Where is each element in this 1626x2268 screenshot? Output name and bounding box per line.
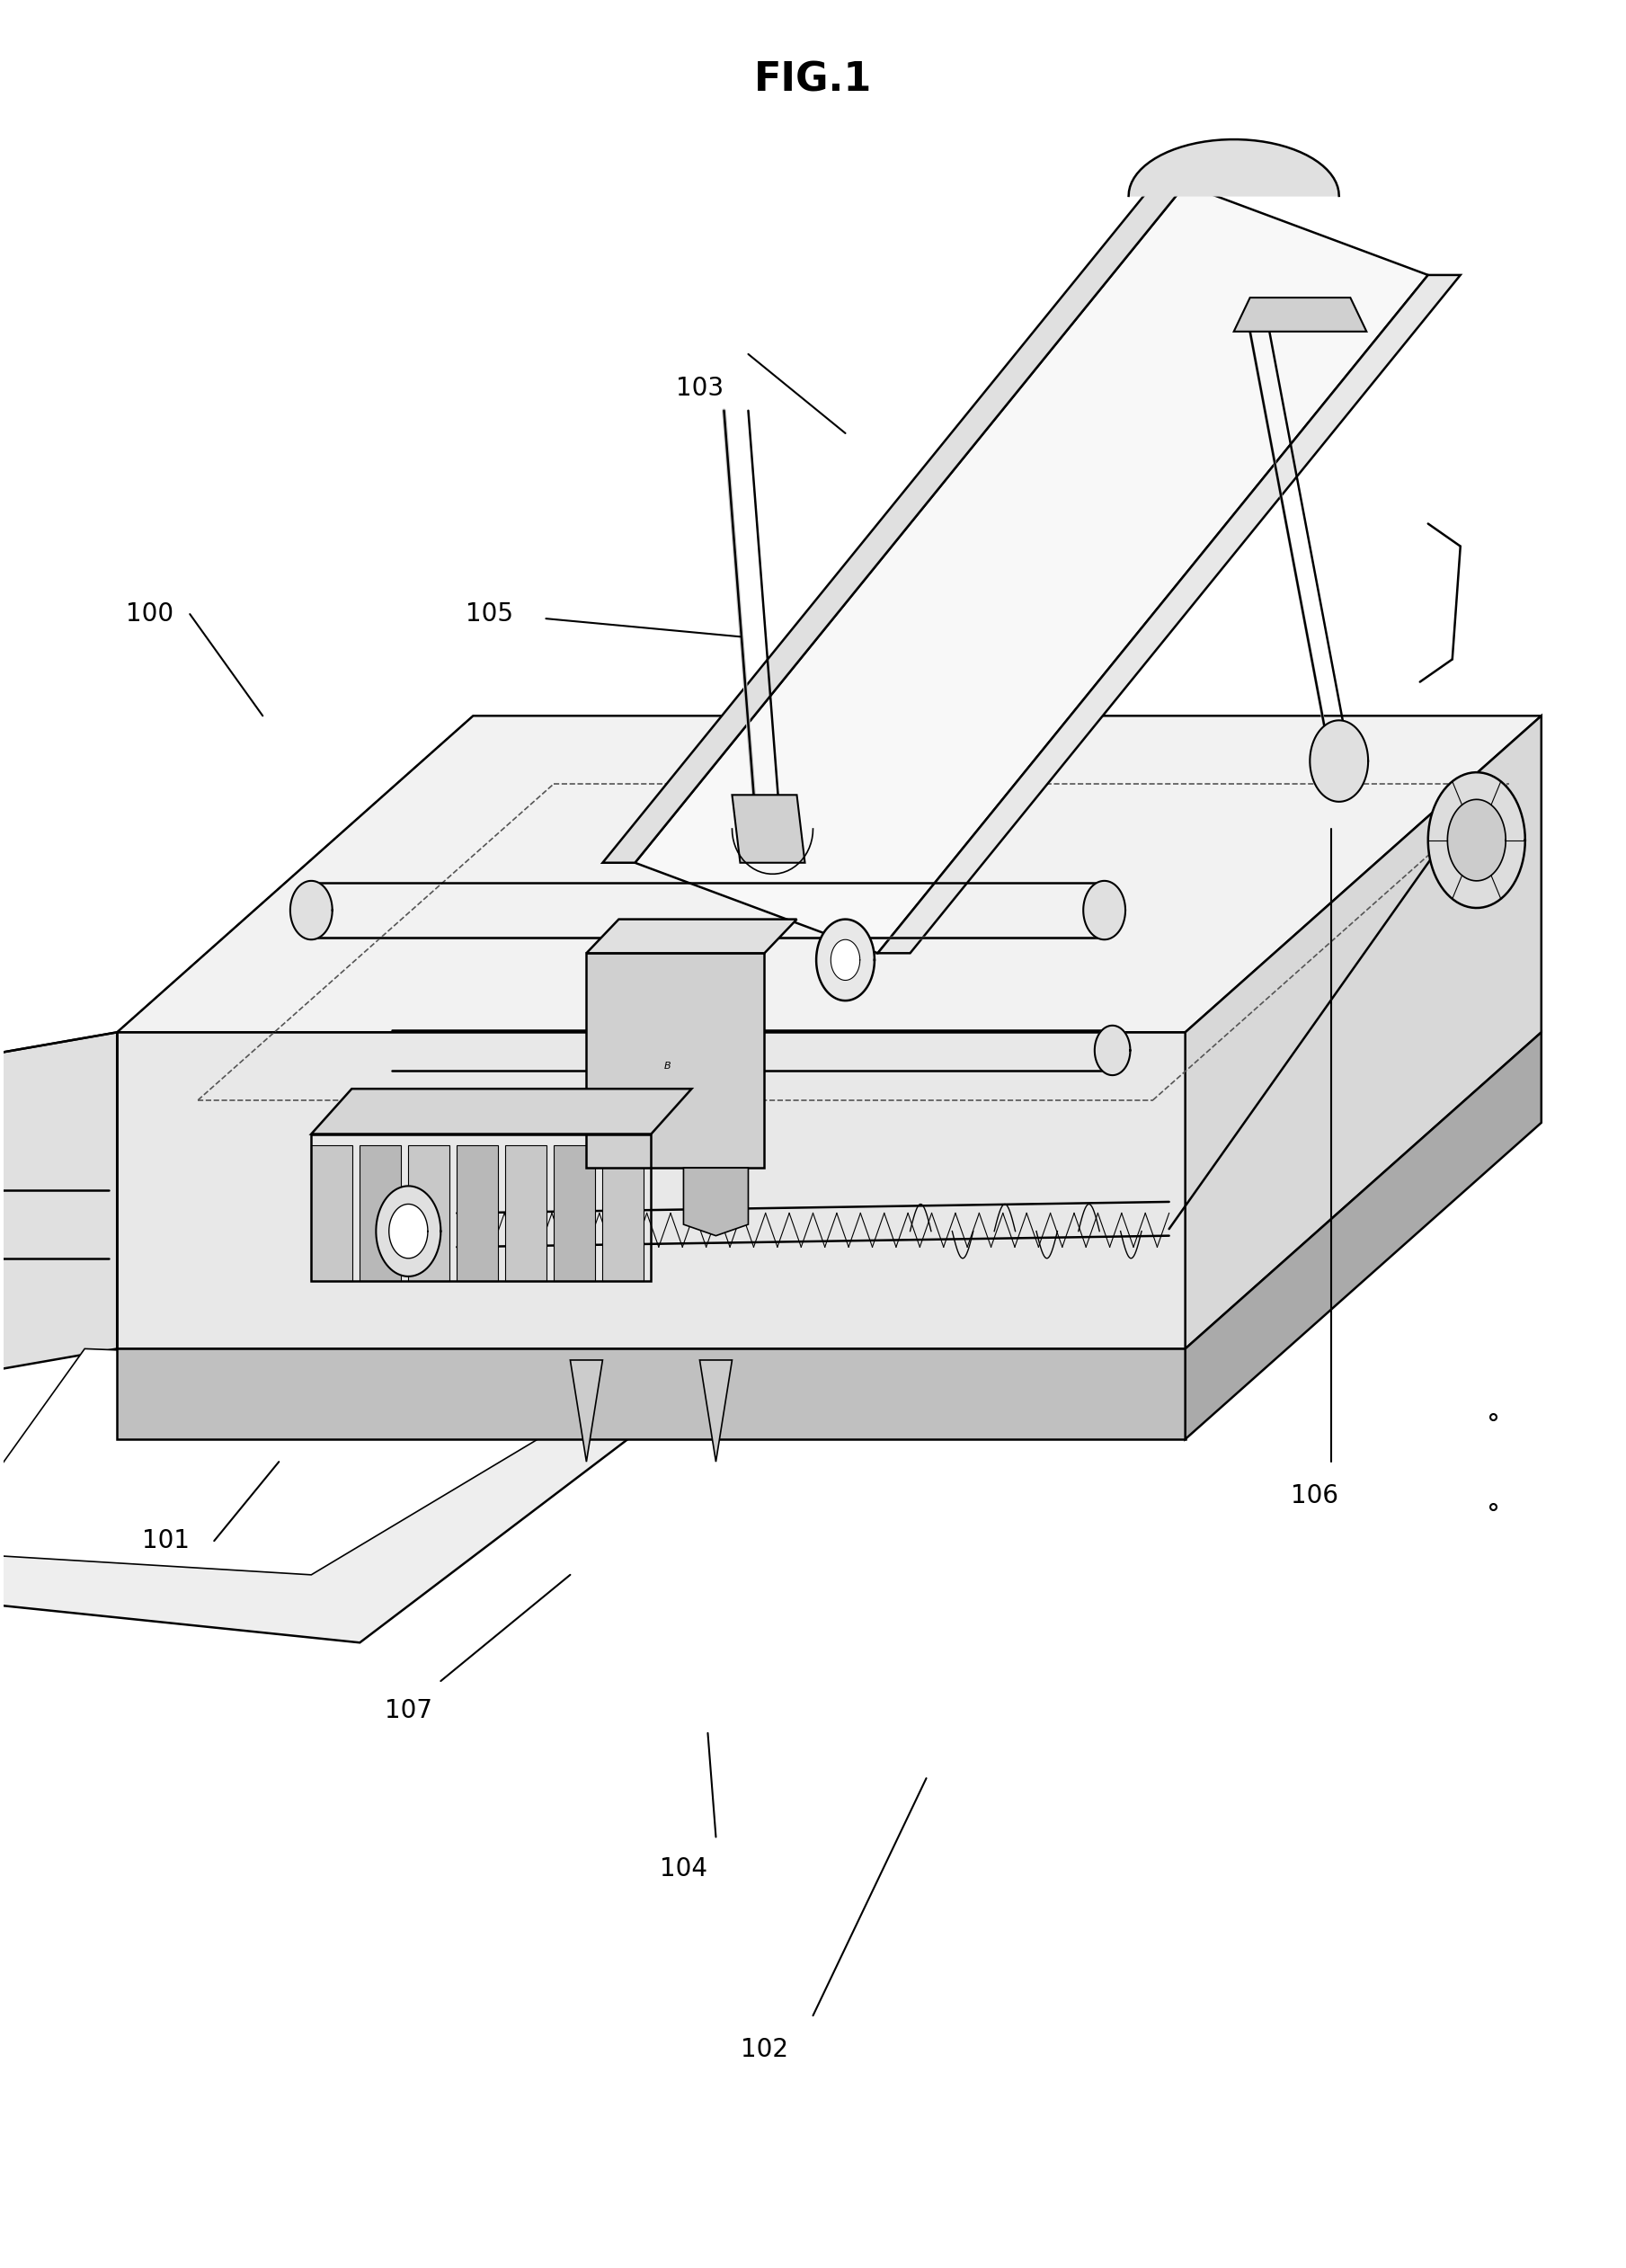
Polygon shape <box>408 1145 450 1281</box>
Polygon shape <box>683 1168 748 1236</box>
Polygon shape <box>289 880 332 939</box>
Polygon shape <box>1083 880 1125 939</box>
Polygon shape <box>0 1349 650 1574</box>
Text: 107: 107 <box>385 1699 433 1724</box>
Polygon shape <box>554 1145 595 1281</box>
Polygon shape <box>878 274 1460 953</box>
Polygon shape <box>117 1349 1185 1440</box>
Polygon shape <box>1234 297 1366 331</box>
Text: 104: 104 <box>660 1855 707 1880</box>
Polygon shape <box>311 1145 353 1281</box>
Text: 106: 106 <box>1291 1483 1338 1508</box>
Polygon shape <box>816 919 875 1000</box>
Polygon shape <box>457 1145 498 1281</box>
Polygon shape <box>0 1304 732 1642</box>
Polygon shape <box>359 1145 402 1281</box>
Polygon shape <box>376 1186 441 1277</box>
Polygon shape <box>1185 1032 1541 1440</box>
Text: 101: 101 <box>141 1529 189 1554</box>
Polygon shape <box>587 919 797 953</box>
Text: 102: 102 <box>740 2037 789 2062</box>
Polygon shape <box>1428 773 1525 907</box>
Polygon shape <box>506 1145 546 1281</box>
Polygon shape <box>1311 721 1367 801</box>
Polygon shape <box>636 184 1428 953</box>
Polygon shape <box>1447 798 1506 880</box>
Text: 103: 103 <box>676 376 724 401</box>
Text: B: B <box>663 1061 672 1070</box>
Polygon shape <box>732 794 805 862</box>
Polygon shape <box>603 1145 644 1281</box>
Polygon shape <box>1185 717 1541 1349</box>
Polygon shape <box>699 1361 732 1463</box>
Polygon shape <box>311 1089 691 1134</box>
Polygon shape <box>0 1032 117 1372</box>
Text: 105: 105 <box>465 601 514 626</box>
Polygon shape <box>603 184 1185 862</box>
Text: 100: 100 <box>125 601 174 626</box>
Polygon shape <box>587 953 764 1168</box>
Polygon shape <box>117 1032 1185 1349</box>
Polygon shape <box>1094 1025 1130 1075</box>
Polygon shape <box>1128 138 1340 195</box>
Polygon shape <box>389 1204 428 1259</box>
Polygon shape <box>831 939 860 980</box>
Text: FIG.1: FIG.1 <box>754 61 872 100</box>
Polygon shape <box>117 717 1541 1032</box>
Polygon shape <box>571 1361 603 1463</box>
